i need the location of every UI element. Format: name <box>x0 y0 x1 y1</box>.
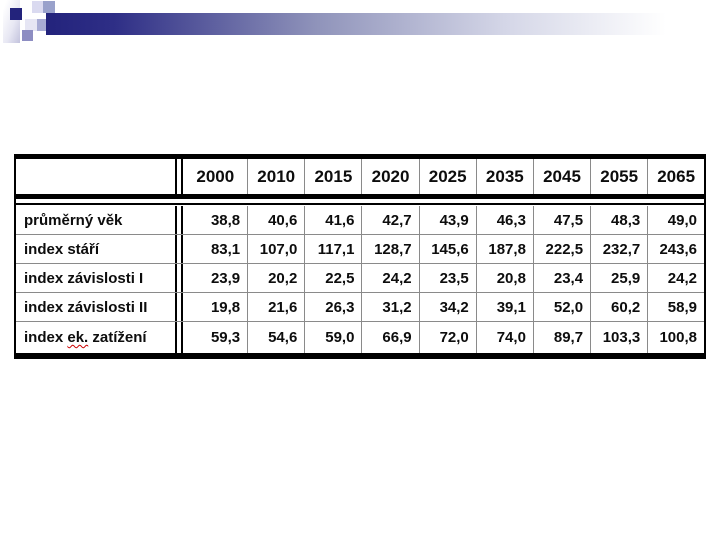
value-cell: 59,3 <box>183 321 248 356</box>
value-cell: 187,8 <box>475 234 534 264</box>
value-cell: 41,6 <box>304 206 362 235</box>
value-cell: 89,7 <box>532 321 591 356</box>
table-row: index stáří 83,1 107,0 117,1 128,7 145,6 187,8… <box>15 234 705 264</box>
table-row: průměrný věk 38,8 40,6 41,6 42,7 43,9 46,3 47,5… <box>15 206 705 235</box>
value-cell: 49,0 <box>647 206 705 235</box>
value-cell: 83,1 <box>183 234 248 264</box>
column-header-2045: 2045 <box>532 156 591 194</box>
row-label: průměrný věk <box>24 211 123 229</box>
value-cell: 26,3 <box>304 292 362 322</box>
table-header-row: 2000 2010 2015 2020 2025 2035 2045 2055 2065 <box>15 156 705 195</box>
vertical-double-line <box>175 206 184 235</box>
value-cell: 145,6 <box>418 234 477 264</box>
value-cell: 24,2 <box>647 263 705 293</box>
value-cell: 66,9 <box>361 321 420 356</box>
value-cell: 54,6 <box>247 321 305 356</box>
column-header-2000: 2000 <box>196 166 235 186</box>
value-cell: 19,8 <box>183 292 248 322</box>
row-label: index stáří <box>15 234 176 264</box>
value-cell: 34,2 <box>418 292 477 322</box>
decoration-square-blue <box>43 1 55 13</box>
value-cell: 107,0 <box>247 234 305 264</box>
decoration-gradient-strip <box>3 0 20 43</box>
row-label: index závislosti II <box>15 292 176 322</box>
vertical-double-line <box>175 234 184 264</box>
column-header-2025: 2025 <box>418 156 477 194</box>
column-header-2010: 2010 <box>247 156 305 194</box>
value-cell: 128,7 <box>361 234 420 264</box>
value-cell: 23,4 <box>532 263 591 293</box>
value-cell: 22,5 <box>304 263 362 293</box>
value-cell: 31,2 <box>361 292 420 322</box>
column-header-2015: 2015 <box>304 156 362 194</box>
value-cell: 52,0 <box>532 292 591 322</box>
value-cell: 23,9 <box>183 263 248 293</box>
vertical-double-line <box>175 263 184 293</box>
vertical-double-line <box>175 156 184 194</box>
value-cell: 20,8 <box>475 263 534 293</box>
statistics-table: 2000 2010 2015 2020 2025 2035 2045 2055 2065 prů… <box>14 154 706 359</box>
value-cell: 103,3 <box>590 321 648 356</box>
vertical-double-line <box>175 292 184 322</box>
value-cell: 117,1 <box>304 234 362 264</box>
table-row: index závislosti II 19,8 21,6 26,3 31,2 34,2 3… <box>15 292 705 322</box>
value-cell: 43,9 <box>418 206 477 235</box>
header-separator-double-line <box>15 194 705 206</box>
value-cell: 47,5 <box>532 206 591 235</box>
value-cell: 21,6 <box>247 292 305 322</box>
value-cell: 46,3 <box>475 206 534 235</box>
value-cell: 42,7 <box>361 206 420 235</box>
decoration-square-purple <box>22 30 33 41</box>
row-label: index ek. zatížení <box>15 321 176 356</box>
decoration-square-light <box>32 1 43 13</box>
value-cell: 25,9 <box>590 263 648 293</box>
value-cell: 39,1 <box>475 292 534 322</box>
value-cell: 58,9 <box>647 292 705 322</box>
value-cell: 222,5 <box>532 234 591 264</box>
corner-cell <box>15 157 175 195</box>
value-cell: 48,3 <box>590 206 648 235</box>
value-cell: 243,6 <box>647 234 705 264</box>
value-cell: 74,0 <box>475 321 534 356</box>
table-row: index ek. zatížení 59,3 54,6 59,0 66,9 72,0 74… <box>15 321 705 356</box>
decoration-square-light2 <box>25 19 37 31</box>
value-cell: 232,7 <box>590 234 648 264</box>
value-cell: 24,2 <box>361 263 420 293</box>
value-cell: 23,5 <box>418 263 477 293</box>
spellcheck-underline: ek. <box>67 329 89 346</box>
value-cell: 38,8 <box>210 211 241 229</box>
value-cell: 60,2 <box>590 292 648 322</box>
value-cell: 40,6 <box>247 206 305 235</box>
table-row: index závislosti I 23,9 20,2 22,5 24,2 23,5 20… <box>15 263 705 293</box>
decoration-title-bar <box>46 13 720 35</box>
column-header-2055: 2055 <box>590 156 648 194</box>
column-header-2065: 2065 <box>647 156 705 194</box>
header-separator-fill <box>15 194 705 206</box>
decoration-square-navy <box>10 8 22 20</box>
value-cell: 72,0 <box>418 321 477 356</box>
vertical-double-line <box>175 321 184 356</box>
value-cell: 59,0 <box>304 321 362 356</box>
value-cell: 20,2 <box>247 263 305 293</box>
value-cell: 100,8 <box>647 321 705 356</box>
statistics-table-container: 2000 2010 2015 2020 2025 2035 2045 2055 2065 prů… <box>14 154 706 359</box>
column-header-2035: 2035 <box>475 156 534 194</box>
column-header-2020: 2020 <box>361 156 420 194</box>
row-label: index závislosti I <box>15 263 176 293</box>
